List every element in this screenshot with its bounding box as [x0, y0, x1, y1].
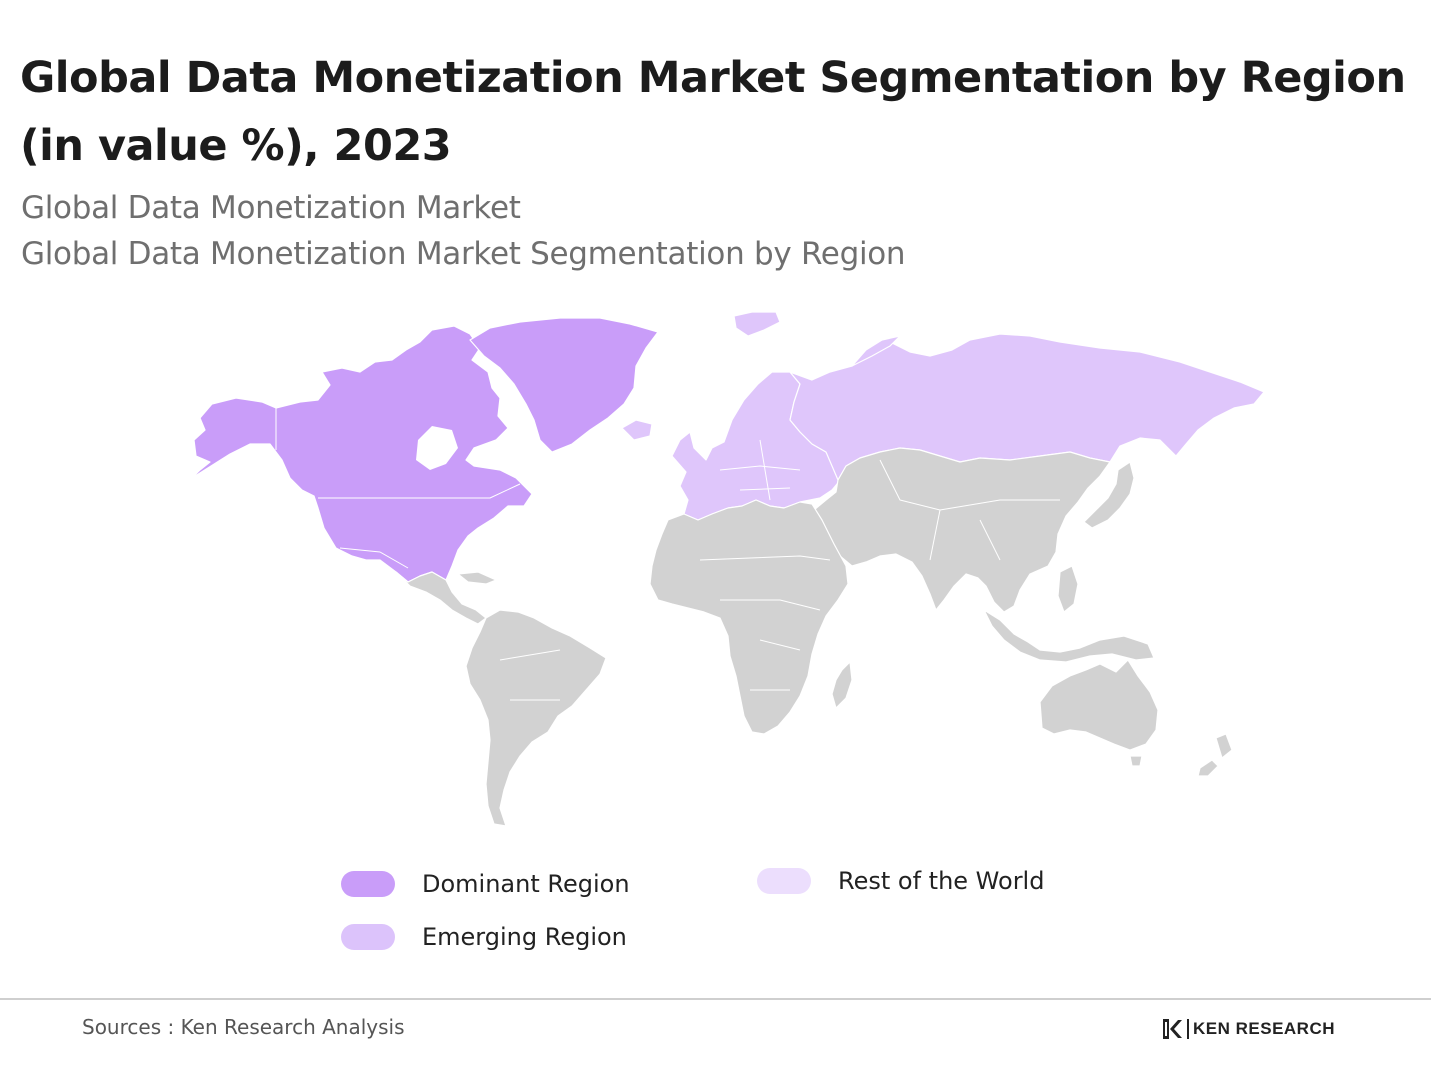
legend-label-dominant: Dominant Region [422, 870, 630, 898]
region-iceland [621, 419, 653, 441]
legend-swatch-emerging [341, 924, 395, 950]
region-south-america [465, 609, 607, 827]
legend-label-emerging: Emerging Region [422, 923, 627, 951]
subtitle-segmentation: Global Data Monetization Market Segmenta… [21, 236, 906, 272]
logo-text: KEN RESEARCH [1193, 1019, 1336, 1038]
region-japan [1083, 461, 1135, 529]
region-australia [1039, 659, 1159, 751]
region-madagascar [831, 661, 853, 709]
legend-item-dominant: Dominant Region [341, 870, 630, 898]
footer-divider [0, 998, 1431, 1000]
region-asia [813, 447, 1111, 613]
hudson-bay [416, 426, 458, 470]
region-philippines [1057, 565, 1079, 613]
region-southeast-asia-islands [983, 609, 1155, 663]
ken-research-logo: KEN RESEARCH [1160, 1016, 1335, 1042]
region-greenland [469, 317, 659, 453]
legend-swatch-dominant [341, 871, 395, 897]
region-novaya-zemlya [851, 335, 901, 367]
region-svalbard [733, 311, 781, 337]
legend-swatch-rest [757, 868, 811, 894]
region-tasmania [1129, 755, 1143, 767]
legend-item-rest: Rest of the World [757, 867, 1044, 895]
legend-label-rest: Rest of the World [838, 867, 1045, 895]
world-map [191, 311, 1265, 827]
subtitle-market: Global Data Monetization Market [21, 190, 521, 226]
country-borders [275, 408, 1060, 701]
legend-item-emerging: Emerging Region [341, 923, 627, 951]
region-new-zealand [1197, 733, 1233, 777]
ken-research-logo-icon [1163, 1019, 1182, 1039]
source-note: Sources : Ken Research Analysis [82, 1015, 405, 1039]
region-africa [649, 499, 849, 735]
region-caribbean [457, 571, 497, 585]
region-north-america [191, 325, 533, 583]
logo-separator [1187, 1019, 1189, 1039]
page-title: Global Data Monetization Market Segmenta… [20, 53, 1406, 171]
region-central-america [395, 571, 487, 625]
